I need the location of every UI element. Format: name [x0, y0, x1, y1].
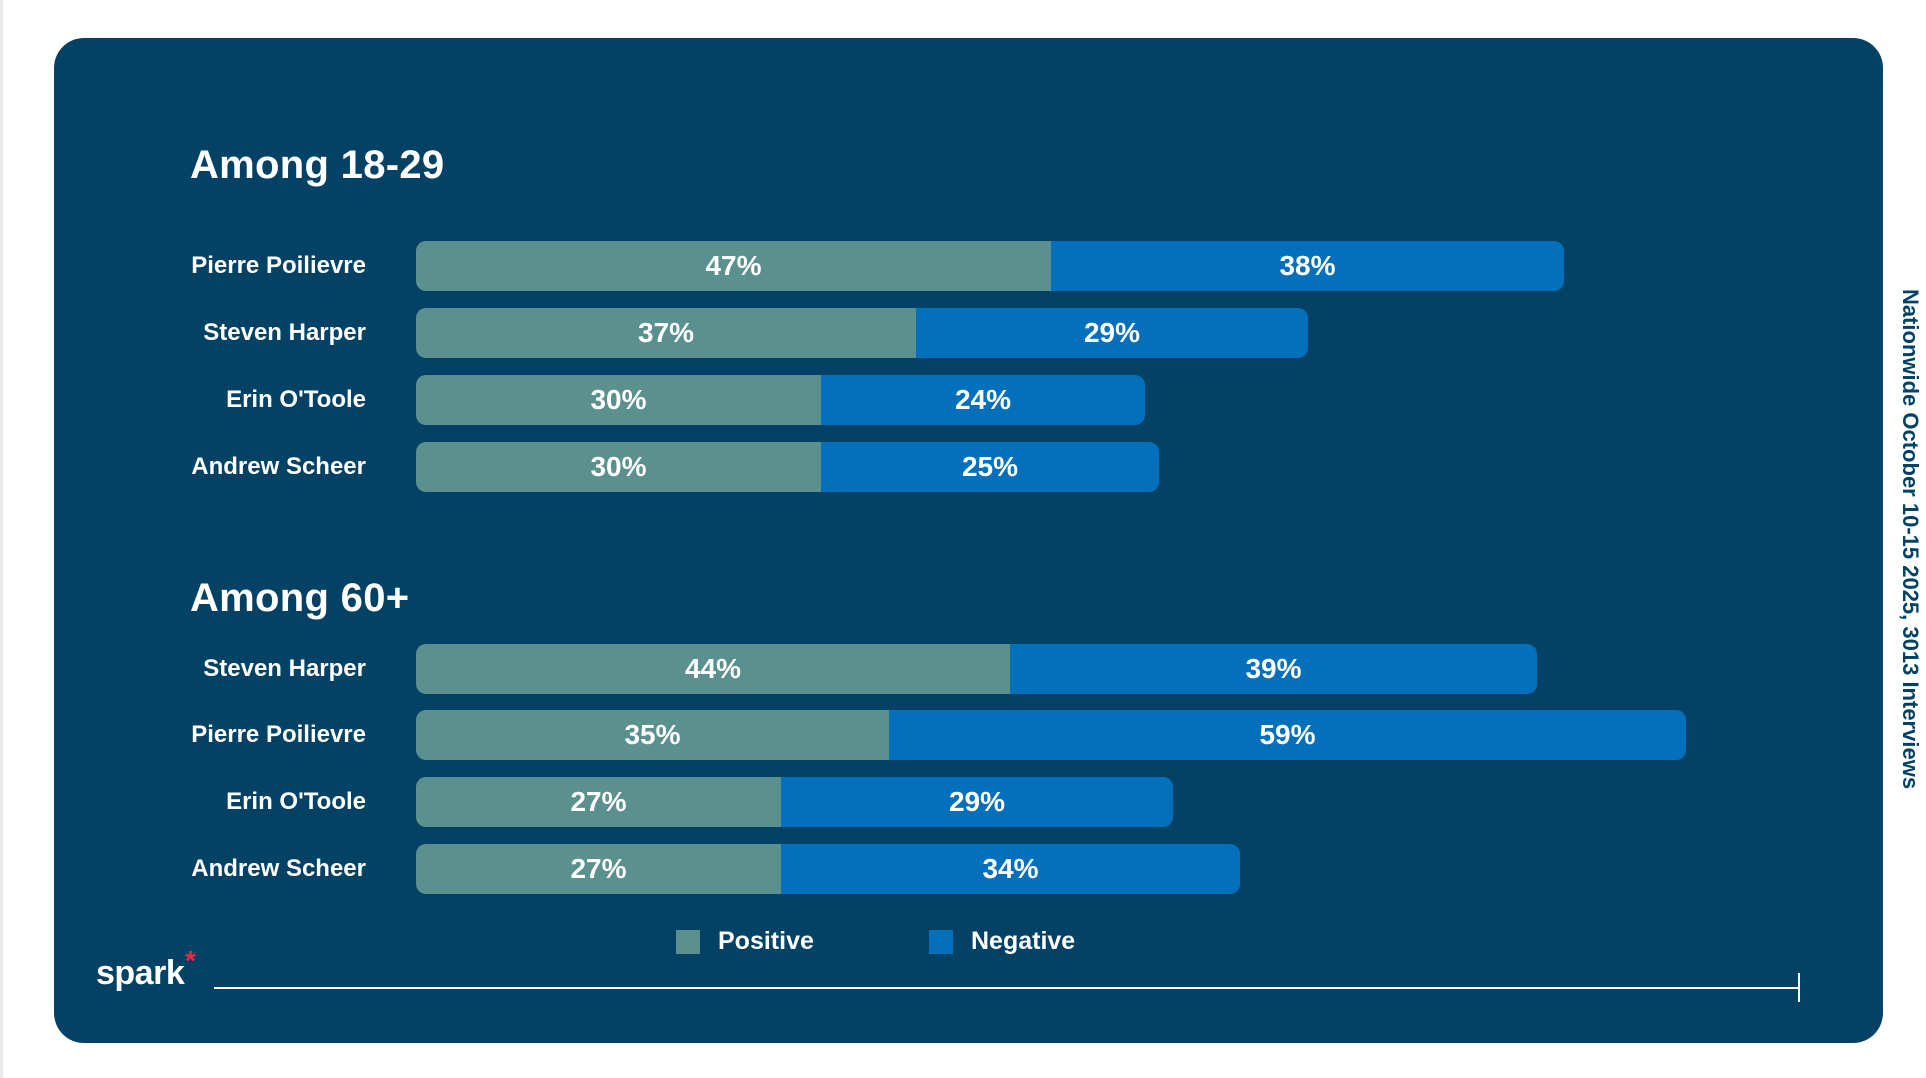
category-label-pierre-poilievre: Pierre Poilievre: [191, 252, 366, 279]
stacked-bar-pierre-poilievre: 35% 59%: [416, 710, 1686, 760]
category-label-steven-harper: Steven Harper: [203, 655, 366, 682]
bar-segment-negative: 29%: [916, 308, 1308, 358]
bar-segment-positive: 35%: [416, 710, 889, 760]
data-label-positive: 27%: [570, 853, 627, 884]
legend-label-positive: Positive: [718, 927, 814, 955]
bar-segment-positive: 30%: [416, 375, 821, 425]
category-label-erin-o-toole: Erin O'Toole: [226, 386, 366, 413]
stacked-bar-steven-harper: 44% 39%: [416, 644, 1537, 694]
data-label-positive: 37%: [637, 317, 695, 348]
data-label-positive: 30%: [590, 451, 647, 482]
data-label-negative: 34%: [982, 853, 1039, 884]
left-edge-divider: [0, 0, 3, 1078]
category-label-andrew-scheer: Andrew Scheer: [191, 855, 366, 882]
spark-logo: spark: [96, 954, 185, 992]
bar-segment-negative: 34%: [781, 844, 1240, 894]
category-label-erin-o-toole: Erin O'Toole: [226, 788, 366, 815]
data-label-positive: 47%: [705, 250, 762, 281]
bar-segment-positive: 44%: [416, 644, 1010, 694]
bar-segment-positive: 47%: [416, 241, 1051, 291]
data-label-negative: 29%: [948, 786, 1006, 817]
stacked-bar-erin-o-toole: 27% 29%: [416, 777, 1173, 827]
source-note: Nationwide October 10-15 2025, 3013 Inte…: [1898, 288, 1923, 790]
data-label-negative: 59%: [1259, 719, 1316, 750]
data-label-positive: 27%: [570, 786, 627, 817]
data-label-positive: 44%: [684, 653, 742, 684]
legend-swatch-positive: [676, 929, 700, 954]
section-title-18-29: Among 18-29: [190, 143, 445, 187]
data-label-negative: 38%: [1279, 250, 1336, 281]
data-label-negative: 25%: [961, 451, 1019, 482]
legend-negative: Negative: [929, 927, 1075, 956]
legend-swatch-negative: [929, 929, 953, 954]
category-label-pierre-poilievre: Pierre Poilievre: [191, 721, 366, 748]
stacked-bar-erin-o-toole: 30% 24%: [416, 375, 1145, 425]
bar-segment-negative: 38%: [1051, 241, 1564, 291]
data-label-negative: 39%: [1245, 653, 1302, 684]
bar-segment-positive: 27%: [416, 844, 781, 894]
footer-rule-end-tick: [1798, 973, 1800, 1002]
category-label-andrew-scheer: Andrew Scheer: [191, 453, 366, 480]
spark-logo-asterisk-icon: *: [185, 945, 196, 976]
bar-segment-negative: 39%: [1010, 644, 1537, 694]
bar-segment-negative: 59%: [889, 710, 1686, 760]
section-title-60-plus: Among 60+: [190, 576, 410, 620]
stacked-bar-andrew-scheer: 30% 25%: [416, 442, 1159, 492]
stacked-bar-andrew-scheer: 27% 34%: [416, 844, 1240, 894]
data-label-positive: 35%: [624, 719, 681, 750]
bar-segment-negative: 24%: [821, 375, 1145, 425]
legend-positive: Positive: [676, 927, 814, 956]
footer-rule: [214, 987, 1799, 989]
legend-label-negative: Negative: [971, 927, 1076, 955]
stacked-bar-steven-harper: 37% 29%: [416, 308, 1308, 358]
data-label-positive: 30%: [590, 384, 647, 415]
bar-segment-positive: 37%: [416, 308, 916, 358]
bar-segment-negative: 29%: [781, 777, 1173, 827]
bar-segment-positive: 27%: [416, 777, 781, 827]
bar-segment-negative: 25%: [821, 442, 1159, 492]
chart-card: Among 18-29 Pierre Poilievre 47% 38% Steven …: [54, 38, 1883, 1043]
data-label-negative: 24%: [954, 384, 1012, 415]
stacked-bar-pierre-poilievre: 47% 38%: [416, 241, 1564, 291]
category-label-steven-harper: Steven Harper: [203, 319, 366, 346]
data-label-negative: 29%: [1083, 317, 1141, 348]
bar-segment-positive: 30%: [416, 442, 821, 492]
